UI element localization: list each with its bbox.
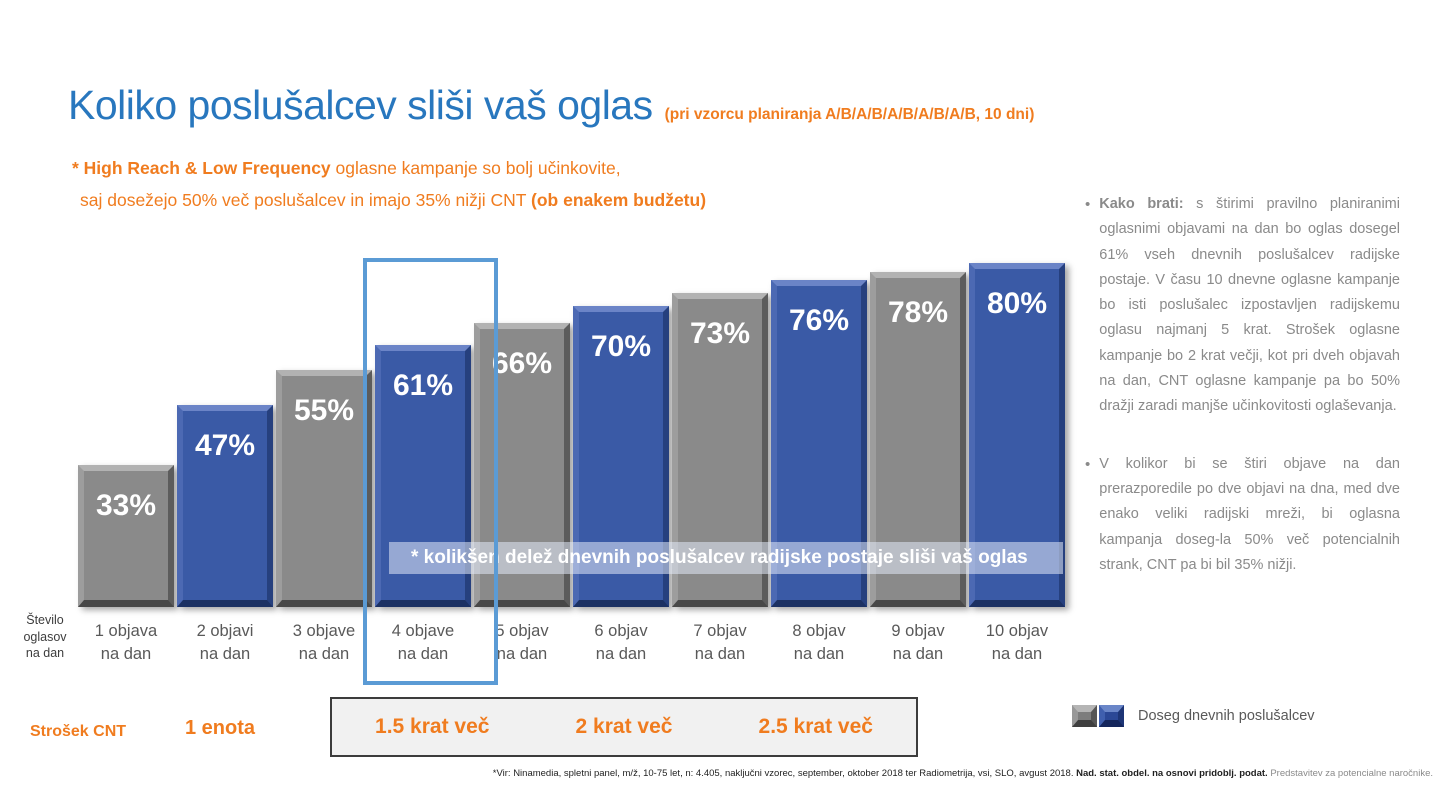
notes-column: • Kako brati: s štirimi pravilno planira… bbox=[1085, 192, 1400, 578]
footer-source-muted: Predstavitev za potencialne naročnike. bbox=[1270, 768, 1433, 779]
page-title: Koliko poslušalcev sliši vaš oglas bbox=[68, 82, 653, 128]
subtitle-line2-pre: saj dosežejo 50% več poslušalcev in imaj… bbox=[80, 190, 532, 210]
subtitle-line2-bold: (ob enakem budžetu) bbox=[531, 190, 707, 210]
cost-ratio-2x: 2 krat več bbox=[575, 715, 673, 738]
cost-ratio-1-5x: 1.5 krat več bbox=[375, 715, 490, 738]
legend-swatch-blue-icon bbox=[1099, 705, 1124, 727]
note-bullet-1-body: s štirimi pravilno planiranimi oglasnimi… bbox=[1099, 196, 1400, 415]
x-axis-label-1: 1 objava na dan bbox=[94, 622, 158, 663]
bar-value-label: 47% bbox=[194, 429, 256, 462]
bar-value-label: 66% bbox=[491, 347, 553, 380]
subtitle-line1-bold: * High Reach & Low Frequency bbox=[72, 158, 331, 178]
x-axis-label-10: 10 objav na dan bbox=[985, 622, 1049, 663]
x-axis-title: Število oglasov na dan bbox=[23, 613, 67, 660]
x-axis-label-2: 2 objavi na dan bbox=[196, 622, 254, 663]
note-bullet-1: • Kako brati: s štirimi pravilno planira… bbox=[1085, 192, 1400, 420]
bullet-dot-icon: • bbox=[1085, 455, 1091, 473]
subtitle-line-1: * High Reach & Low Frequency oglasne kam… bbox=[72, 158, 706, 179]
bar-value-label: 55% bbox=[293, 394, 355, 427]
bar-value-label: 78% bbox=[887, 296, 949, 329]
highlight-box-4-objave bbox=[363, 258, 498, 685]
bar-value-label: 73% bbox=[689, 317, 751, 350]
cost-unit-value: 1 enota bbox=[185, 717, 256, 739]
legend-swatch-gray-icon bbox=[1072, 705, 1097, 727]
x-axis-label-7: 7 objav na dan bbox=[693, 622, 747, 663]
bar-value-label: 33% bbox=[95, 489, 157, 522]
cost-cnt-label: Strošek CNT bbox=[30, 723, 127, 740]
bullet-dot-icon: • bbox=[1085, 196, 1091, 213]
bar-value-label: 76% bbox=[788, 304, 850, 337]
subtitle-line1-rest: oglasne kampanje so bolj učinkovite, bbox=[330, 158, 621, 178]
footer-source: *Vir: Ninamedia, spletni panel, m/ž, 10-… bbox=[0, 768, 1433, 779]
note-bullet-1-text: Kako brati: s štirimi pravilno planirani… bbox=[1099, 192, 1400, 420]
bar-3: 55% bbox=[276, 370, 372, 607]
chart-annotation-text: * kolikšen delež dnevnih poslušalcev rad… bbox=[411, 547, 1028, 568]
subtitle: * High Reach & Low Frequency oglasne kam… bbox=[72, 158, 706, 222]
x-axis-label-8: 8 objav na dan bbox=[792, 622, 846, 663]
footer-source-bold: Nad. stat. obdel. na osnovi pridoblj. po… bbox=[1076, 768, 1268, 779]
bar-value-label: 70% bbox=[590, 330, 652, 363]
note-bullet-2-text: V kolikor bi se štiri objave na dan prer… bbox=[1099, 452, 1400, 578]
bar-value-label: 80% bbox=[986, 287, 1048, 320]
cost-ratio-2-5x: 2.5 krat več bbox=[758, 715, 873, 738]
chart-annotation-banner: * kolikšen delež dnevnih poslušalcev rad… bbox=[389, 542, 1063, 574]
x-axis-label-3: 3 objave na dan bbox=[292, 622, 356, 663]
cost-ratio-box: 1.5 krat več 2 krat več 2.5 krat več bbox=[330, 697, 918, 757]
x-axis-label-4: 4 objave na dan bbox=[391, 622, 455, 663]
note-bullet-1-lead: Kako brati: bbox=[1099, 196, 1184, 212]
note-bullet-2: • V kolikor bi se štiri objave na dan pr… bbox=[1085, 452, 1400, 578]
title-row: Koliko poslušalcev sliši vaš oglas (pri … bbox=[68, 82, 1034, 129]
x-axis-label-9: 9 objav na dan bbox=[891, 622, 945, 663]
bar-2: 47% bbox=[177, 405, 273, 607]
bar-value-label: 61% bbox=[392, 369, 454, 402]
legend: Doseg dnevnih poslušalcev bbox=[1072, 705, 1315, 727]
legend-label: Doseg dnevnih poslušalcev bbox=[1138, 708, 1315, 724]
note-bullet-2-body: V kolikor bi se štiri objave na dan prer… bbox=[1099, 455, 1400, 573]
subtitle-line-2: saj dosežejo 50% več poslušalcev in imaj… bbox=[72, 190, 706, 211]
x-axis-label-6: 6 objav na dan bbox=[594, 622, 648, 663]
footer-source-main: *Vir: Ninamedia, spletni panel, m/ž, 10-… bbox=[492, 768, 1077, 779]
page-title-suffix: (pri vzorcu planiranja A/B/A/B/A/B/A/B/A… bbox=[664, 106, 1035, 123]
x-axis-label-5: 5 objav na dan bbox=[495, 622, 549, 663]
bar-1: 33% bbox=[78, 465, 174, 607]
x-axis-labels: 1 objava na dan 2 objavi na dan 3 objave n… bbox=[78, 620, 1068, 674]
